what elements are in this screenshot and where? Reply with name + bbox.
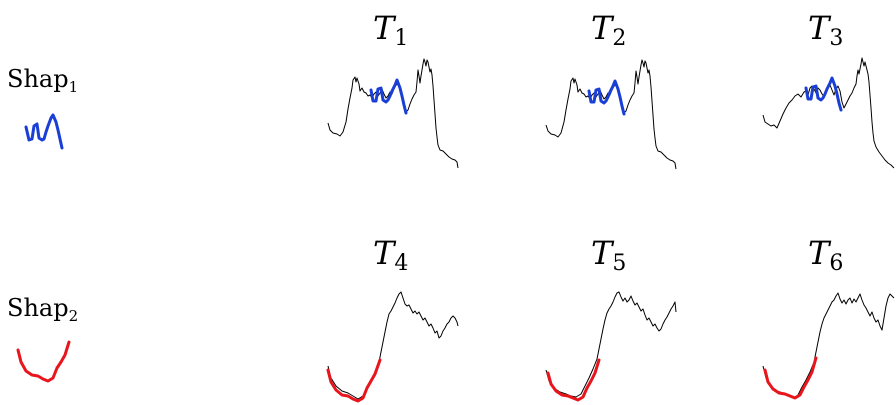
series-6-name: T bbox=[808, 234, 830, 272]
series-4-plot bbox=[326, 291, 459, 403]
series-3-plot bbox=[762, 57, 895, 169]
series-2-name: T bbox=[591, 9, 613, 47]
shapelet-2-name: Shap bbox=[7, 294, 69, 322]
shapelet-1-curve bbox=[24, 113, 64, 150]
series-5-match bbox=[546, 358, 601, 402]
series-1-label: T1 bbox=[373, 12, 408, 50]
shapelet-1-name: Shap bbox=[7, 65, 69, 93]
series-2-match bbox=[587, 79, 626, 116]
series-3-name: T bbox=[808, 9, 830, 47]
series-2-label: T2 bbox=[591, 12, 626, 50]
series-4-name: T bbox=[373, 234, 395, 272]
series-4-line bbox=[327, 291, 459, 400]
series-1-match bbox=[369, 78, 408, 115]
series-1-line bbox=[327, 58, 459, 169]
series-3-match bbox=[804, 76, 843, 112]
series-3-line bbox=[762, 57, 895, 169]
series-1-index: 1 bbox=[394, 26, 409, 51]
series-6-label: T6 bbox=[808, 237, 843, 275]
series-4-label: T4 bbox=[373, 237, 408, 275]
series-1-plot bbox=[327, 58, 459, 169]
series-4-index: 4 bbox=[394, 251, 409, 276]
series-3-label: T3 bbox=[808, 12, 843, 50]
series-2-index: 2 bbox=[612, 26, 627, 51]
series-6-line bbox=[762, 292, 895, 399]
series-3-index: 3 bbox=[829, 26, 844, 51]
shapelet-2-index: 2 bbox=[68, 307, 79, 325]
series-5-line bbox=[545, 291, 677, 398]
series-2-line bbox=[545, 59, 677, 170]
series-6-plot bbox=[762, 292, 895, 400]
shapelet-2-curve bbox=[16, 340, 71, 383]
series-6-match bbox=[763, 356, 818, 400]
series-5-label: T5 bbox=[591, 237, 626, 275]
series-5-name: T bbox=[591, 234, 613, 272]
series-5-index: 5 bbox=[612, 251, 627, 276]
shapelet-1-index: 1 bbox=[68, 78, 79, 96]
shapelet-1-label: Shap1 bbox=[7, 67, 78, 95]
series-5-plot bbox=[545, 291, 677, 402]
series-6-index: 6 bbox=[829, 251, 844, 276]
series-1-name: T bbox=[373, 9, 395, 47]
series-4-match bbox=[326, 358, 382, 403]
series-2-plot bbox=[545, 59, 677, 170]
shapelet-2-label: Shap2 bbox=[7, 296, 78, 324]
